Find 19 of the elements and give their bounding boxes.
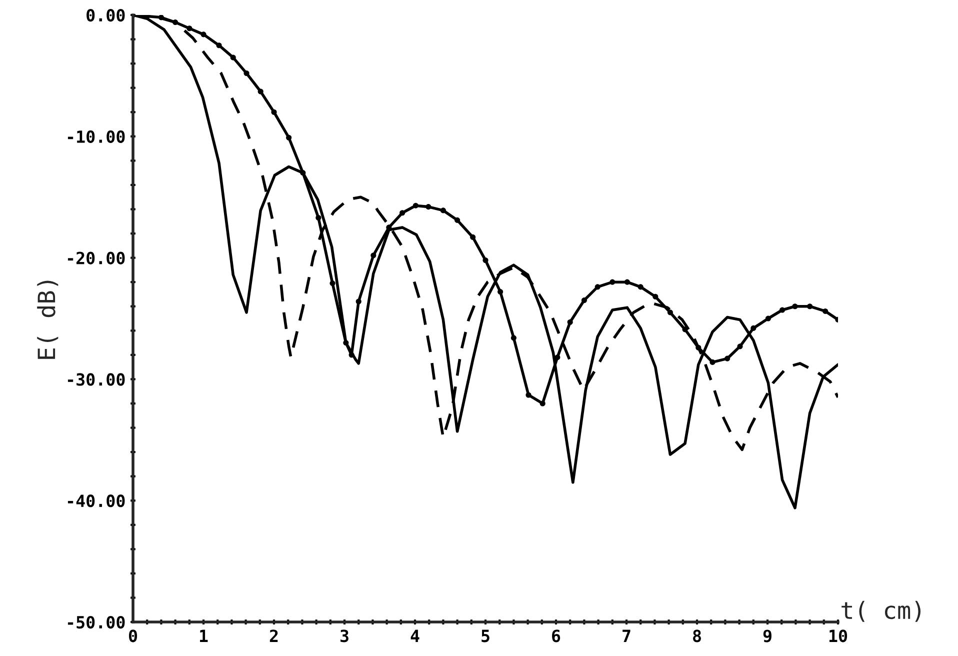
y-tick-label: -10.00 <box>68 130 125 143</box>
y-tick-label: -50.00 <box>68 616 125 629</box>
y-tick-label: 0.00 <box>86 8 125 22</box>
x-tick-label: 5 <box>482 630 490 642</box>
x-tick-label: 1 <box>200 630 208 642</box>
x-tick-label: 4 <box>410 630 420 642</box>
x-tick-label: 9 <box>763 630 772 642</box>
x-tick-label: 7 <box>622 630 630 642</box>
x-tick-label: 8 <box>693 630 701 642</box>
x-tick-label: 6 <box>552 630 560 642</box>
y-tick-label: -30.00 <box>68 373 125 386</box>
x-tick-label: 3 <box>340 630 348 642</box>
y-tick-label: -20.00 <box>68 252 125 264</box>
x-tick-label: 0 <box>128 630 138 642</box>
y-tick-label: -40.00 <box>68 494 125 508</box>
y-axis-title: E( dB) <box>37 280 58 359</box>
x-tick-label: 2 <box>270 630 278 642</box>
x-tick-label: 10 <box>829 630 848 642</box>
x-axis-title: t( cm) <box>842 600 920 622</box>
